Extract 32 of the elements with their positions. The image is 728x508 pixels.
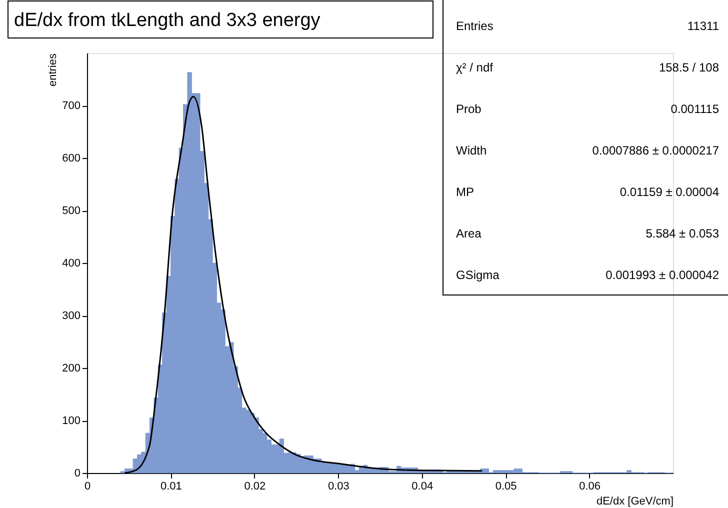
- annotation: Area: [456, 226, 482, 240]
- chart-title: dE/dx from tkLength and 3x3 energy: [14, 10, 321, 31]
- annotation: 158.5 / 108: [658, 60, 720, 74]
- x-tick-label: 0.02: [244, 480, 266, 492]
- x-tick-label: 0: [84, 480, 91, 492]
- y-tick-label: 600: [62, 152, 80, 164]
- annotation: χ² / ndf: [456, 60, 494, 74]
- annotation: 5.584 ± 0.053: [646, 226, 720, 240]
- text: 11311: [687, 19, 720, 33]
- y-tick-label: 200: [62, 362, 80, 374]
- y-axis-title: entries: [47, 53, 60, 87]
- y-tick-label: 400: [62, 258, 80, 270]
- annotation: GSigma: [456, 268, 500, 282]
- y-tick-label: 700: [62, 100, 80, 112]
- annotation: Prob: [456, 102, 482, 116]
- y-tick-label: 100: [62, 415, 80, 427]
- y-tick-label: 300: [62, 310, 80, 322]
- y-tick-label: 500: [62, 205, 80, 217]
- x-tick-label: 0.03: [328, 480, 350, 492]
- x-tick-label: 0.04: [412, 480, 434, 492]
- annotation: 0.001993 ± 0.000042: [606, 268, 720, 282]
- annotation: 0.0007886 ± 0.0000217: [592, 144, 720, 158]
- text: Entries: [456, 19, 494, 33]
- x-tick-label: 0.05: [495, 480, 517, 492]
- x-tick-label: 0.01: [160, 480, 182, 492]
- annotation: 0.01159 ± 0.00004: [620, 185, 720, 199]
- annotation: 0.001115: [670, 102, 720, 116]
- x-axis-title: dE/dx [GeV/cm]: [596, 496, 674, 508]
- annotation: MP: [456, 185, 474, 199]
- annotation: Width: [456, 144, 487, 158]
- x-tick-label: 0.06: [579, 480, 600, 492]
- y-tick-label: 0: [74, 468, 80, 480]
